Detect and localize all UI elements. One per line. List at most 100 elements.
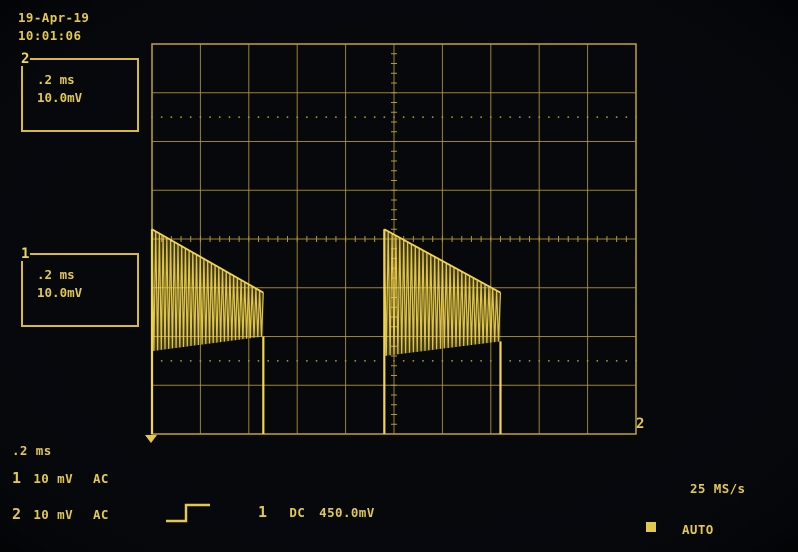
trigger-mode-readout: AUTO <box>682 522 714 537</box>
graticule-dot <box>287 360 289 362</box>
graticule-dot <box>451 360 453 362</box>
time-readout: 10:01:06 <box>18 28 81 43</box>
graticule-dot <box>519 116 521 118</box>
trigger-coupling: DC <box>289 505 305 520</box>
channel2-coupling: AC <box>93 507 109 522</box>
graticule-dot <box>325 360 327 362</box>
graticule-dot <box>490 116 492 118</box>
graticule-dot <box>306 116 308 118</box>
graticule-dot <box>490 360 492 362</box>
trigger-position-marker-icon <box>145 435 157 443</box>
sample-rate-readout: 25 MS/s <box>690 481 745 496</box>
graticule-dot <box>287 116 289 118</box>
date-readout: 19-Apr-19 <box>18 10 89 25</box>
graticule-dot <box>248 116 250 118</box>
graticule-dot <box>635 116 637 118</box>
channel2-number: 2 <box>12 505 21 523</box>
graticule-dot <box>316 116 318 118</box>
graticule-dot <box>374 360 376 362</box>
graticule-dot <box>500 116 502 118</box>
graticule-dot <box>345 116 347 118</box>
graticule-dot <box>364 116 366 118</box>
graticule-dot <box>229 360 231 362</box>
graticule-dot <box>519 360 521 362</box>
graticule-dot <box>219 116 221 118</box>
graticule-dot <box>170 116 172 118</box>
graticule-dot <box>558 360 560 362</box>
graticule-dot <box>606 360 608 362</box>
graticule-dot <box>442 116 444 118</box>
graticule-dot <box>480 116 482 118</box>
channel1-setting: 1 10 mV AC <box>12 469 109 487</box>
channel1-volts-div: 10.0mV <box>37 285 82 300</box>
channel1-scale-box: 1 .2 ms 10.0mV <box>21 253 139 327</box>
graticule-dot <box>219 360 221 362</box>
graticule-dot <box>587 116 589 118</box>
graticule-dot <box>200 116 202 118</box>
rising-edge-icon <box>164 501 214 525</box>
channel2-ground-marker: 2 <box>636 416 645 432</box>
graticule-dot <box>509 116 511 118</box>
graticule-dot <box>471 360 473 362</box>
graticule-dot <box>509 360 511 362</box>
graticule-dot <box>374 116 376 118</box>
graticule-dot <box>238 360 240 362</box>
graticule-dot <box>432 116 434 118</box>
graticule-dot <box>461 116 463 118</box>
channel2-volts-div: 10.0mV <box>37 90 82 105</box>
graticule-dot <box>190 116 192 118</box>
graticule-dot <box>442 360 444 362</box>
graticule-dot <box>412 116 414 118</box>
graticule-dot <box>277 116 279 118</box>
graticule-dot <box>538 116 540 118</box>
graticule-dot <box>345 360 347 362</box>
graticule-dot <box>180 116 182 118</box>
graticule-dot <box>238 116 240 118</box>
graticule-dot <box>567 116 569 118</box>
graticule-dot <box>161 360 163 362</box>
graticule-dot <box>335 360 337 362</box>
graticule-dot <box>558 116 560 118</box>
graticule-dot <box>432 360 434 362</box>
trigger-mode-indicator-icon <box>646 522 656 532</box>
graticule-dot <box>170 360 172 362</box>
graticule-dot <box>296 116 298 118</box>
timebase-readout: .2 ms <box>12 443 52 458</box>
graticule-dot <box>258 360 260 362</box>
channel1-timebase: .2 ms <box>37 267 75 282</box>
graticule-dot <box>587 360 589 362</box>
graticule-dot <box>306 360 308 362</box>
graticule-dot <box>548 116 550 118</box>
channel1-coupling: AC <box>93 471 109 486</box>
graticule-dot <box>616 116 618 118</box>
trigger-setting: 1 DC 450.0mV <box>258 503 375 521</box>
graticule-dot <box>190 360 192 362</box>
graticule-dot <box>258 116 260 118</box>
graticule-dot <box>403 116 405 118</box>
graticule-dot <box>354 360 356 362</box>
graticule-dot <box>625 116 627 118</box>
graticule-dot <box>229 116 231 118</box>
graticule-dot <box>161 116 163 118</box>
graticule-dot <box>151 116 153 118</box>
graticule-dot <box>403 360 405 362</box>
graticule-dot <box>393 360 395 362</box>
graticule-dot <box>596 360 598 362</box>
graticule-dot <box>393 116 395 118</box>
graticule-dot <box>200 360 202 362</box>
graticule-dot <box>548 360 550 362</box>
graticule-dot <box>180 360 182 362</box>
channel1-box-label: 1 <box>20 247 30 261</box>
graticule-dot <box>529 360 531 362</box>
graticule-dot <box>567 360 569 362</box>
channel2-box-label: 2 <box>20 52 30 66</box>
graticule-dot <box>480 360 482 362</box>
graticule-dot <box>577 360 579 362</box>
graticule-dot <box>296 360 298 362</box>
graticule-dot <box>538 360 540 362</box>
channel1-number: 1 <box>12 469 21 487</box>
graticule-dot <box>606 116 608 118</box>
graticule-dot <box>277 360 279 362</box>
graticule-dot <box>529 116 531 118</box>
graticule-dot <box>248 360 250 362</box>
